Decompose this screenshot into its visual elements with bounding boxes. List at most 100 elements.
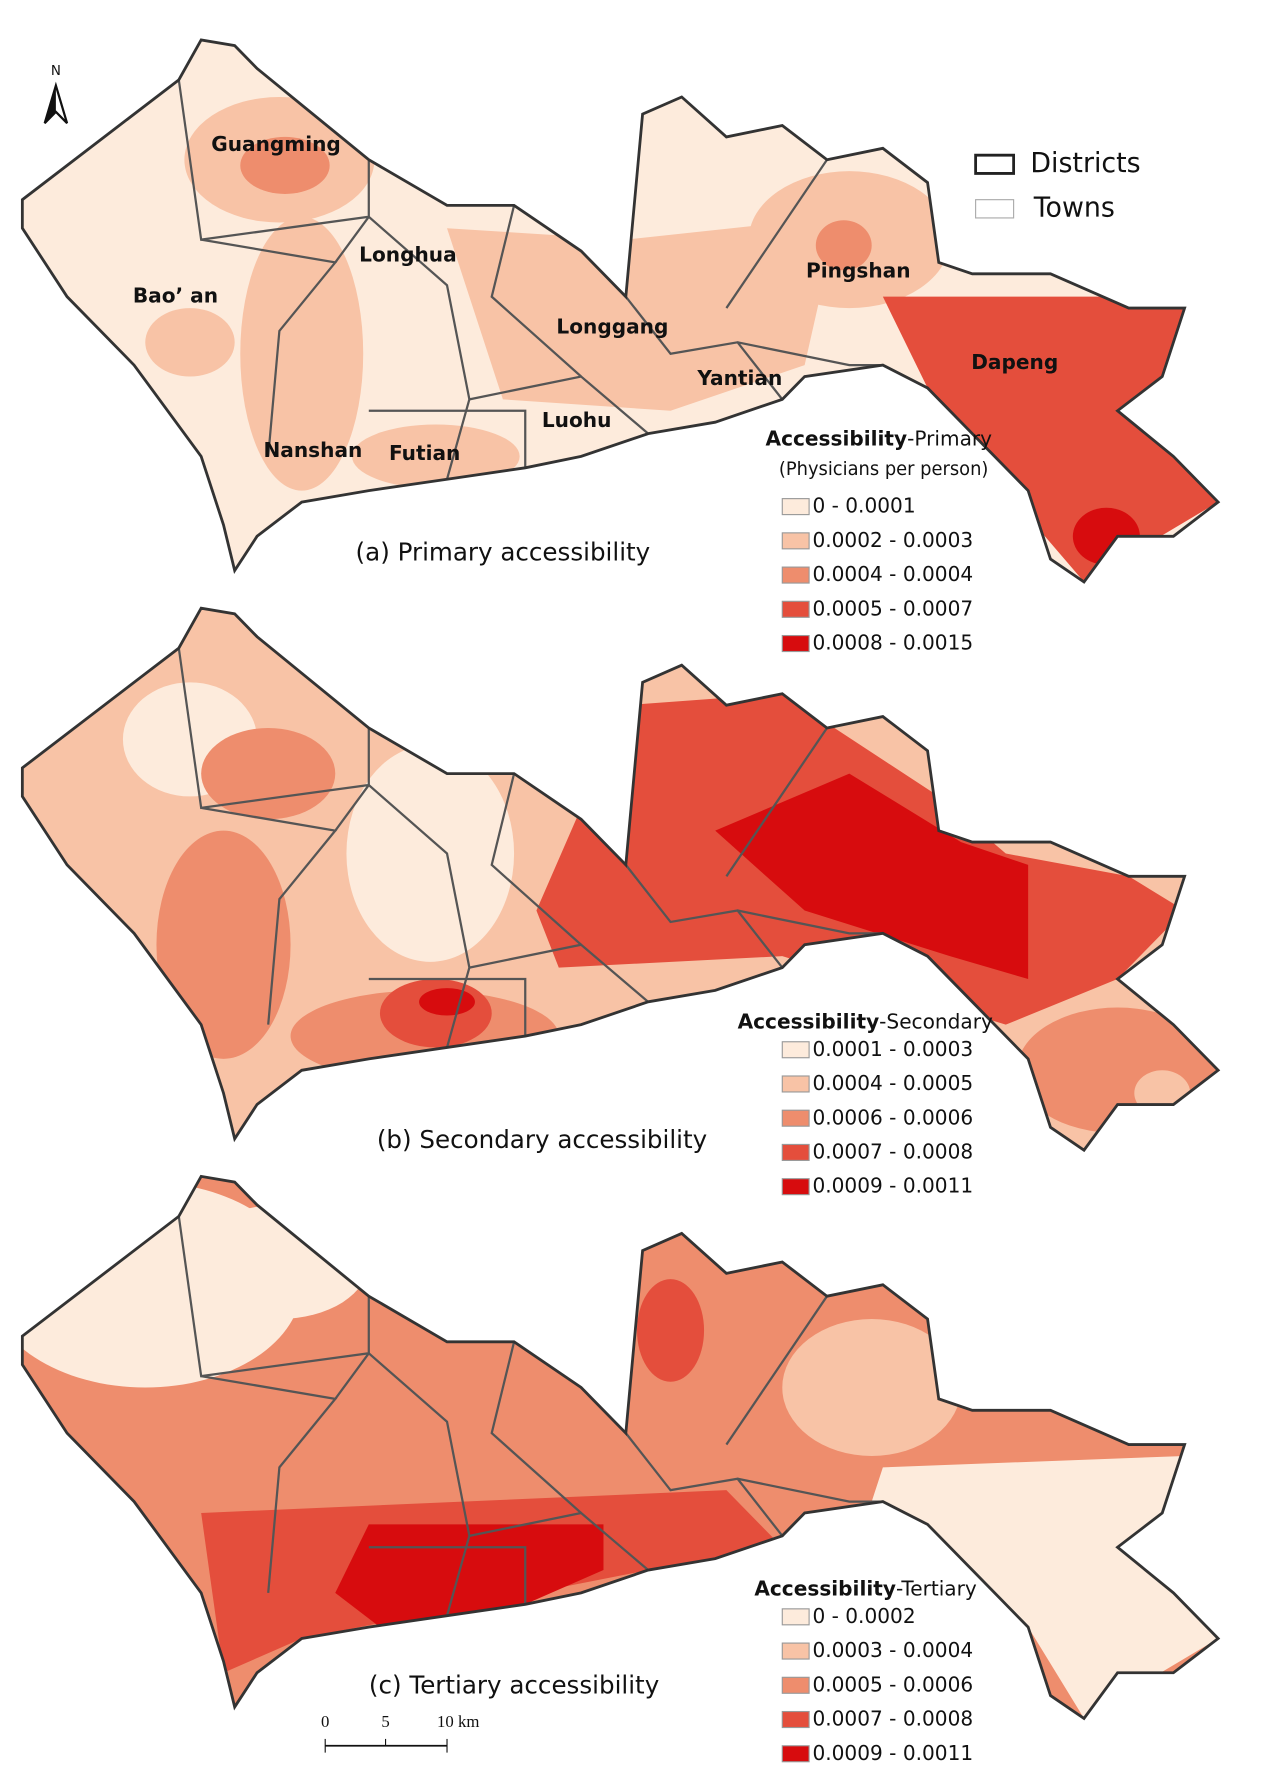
district-label: Longhua [359,242,457,266]
legend-swatch [781,634,810,653]
scale-bar [324,1738,448,1753]
legend-label: 0.0005 - 0.0007 [812,596,973,620]
legend-label: 0.0009 - 0.0011 [812,1174,973,1198]
districts-legend: Districts [1030,148,1140,179]
legend-title-suffix: -Tertiary [896,1576,977,1600]
districts-swatch [974,153,1016,175]
district-border [624,864,784,969]
legend-swatch [781,1109,810,1127]
district-border [368,1546,527,1605]
legend-label: 0.0003 - 0.0004 [812,1638,973,1662]
district-border [177,1216,370,1378]
district-label: Dapeng [971,350,1058,374]
district-label: Bao’ an [133,284,218,308]
map-outline [20,606,1221,1153]
legend-swatch [781,1608,810,1626]
district-label: Pingshan [806,258,910,282]
district-border [624,1432,784,1537]
north-label: N [51,63,61,79]
legend-label: 0.0004 - 0.0005 [812,1071,973,1095]
legend-title-main: Accessibility [754,1576,896,1600]
district-border [490,1341,582,1514]
panel-caption: (a) Primary accessibility [356,537,651,566]
district-border [334,215,471,480]
district-label: Yantian [696,366,782,390]
map-outline [20,1174,1221,1721]
legend-subtitle: (Physicians per person) [779,459,988,480]
region [715,773,1029,979]
scale-label: 5 [381,1712,389,1731]
district-border [200,1374,338,1593]
district-border [725,727,828,877]
legend-swatch [781,1075,810,1093]
legend-title: Accessibility-Secondary [738,1009,993,1033]
region [346,745,515,962]
legend-title: Accessibility-Tertiary [754,1576,976,1600]
legend-swatch [781,566,810,584]
legend-swatch [781,1143,810,1161]
legend-label: 0.0008 - 0.0015 [812,630,973,654]
scale-label: 0 [321,1712,329,1731]
region [871,1455,1219,1719]
region [335,1524,604,1628]
legend-label: 0.0009 - 0.0011 [812,1741,973,1765]
district-label: Nanshan [263,438,362,462]
legend-label: 0.0004 - 0.0004 [812,562,973,586]
district-border [725,159,828,309]
district-label: Luohu [542,408,612,432]
legend-label: 0 - 0.0002 [812,1604,915,1628]
legend-swatch [781,532,810,550]
towns-swatch [975,199,1015,219]
region [1134,1070,1191,1116]
legend-swatch [781,1710,810,1729]
district-border [177,647,370,810]
legend-swatch [781,1041,810,1059]
legend-title: Accessibility-Primary [766,426,993,450]
legend-label: 0.0007 - 0.0008 [812,1139,973,1163]
district-border [725,1295,828,1446]
district-label: Futian [389,441,460,465]
panel-caption: (b) Secondary accessibility [377,1125,707,1154]
legend-swatch [781,1745,810,1763]
region [240,136,330,194]
region [782,1319,962,1456]
map-panel [20,38,1221,584]
region [419,988,475,1016]
north-arrow: N [43,63,69,125]
legend-swatch [781,600,810,618]
district-border [737,341,883,367]
legend-label: 0.0006 - 0.0006 [812,1105,973,1129]
district-border [334,1351,471,1617]
district-border [624,295,784,401]
district-label: Longgang [556,314,668,338]
scale-label: 10 km [437,1712,479,1731]
district-border [177,79,370,241]
legend-label: 0.0005 - 0.0006 [812,1672,973,1696]
region [145,308,235,377]
towns-legend: Towns [1033,192,1115,223]
region [156,830,291,1059]
region [447,216,839,411]
legend-swatch [781,1178,810,1196]
district-border [200,806,338,1025]
district-border [737,1477,883,1503]
district-border [368,977,527,1037]
region [352,424,520,489]
legend-title-suffix: -Secondary [879,1009,993,1033]
legend-label: 0.0002 - 0.0003 [812,528,973,552]
district-border [334,783,471,1048]
map-fill [22,39,1219,582]
map-fill [22,1176,1219,1719]
legend-swatch [781,1676,810,1694]
legend-title-suffix: -Primary [907,426,992,450]
legend-label: 0.0001 - 0.0003 [812,1037,973,1061]
legend-label: 0 - 0.0001 [812,493,915,517]
legend-label: 0.0007 - 0.0008 [812,1706,973,1730]
district-border [368,409,527,468]
map-panel [20,606,1221,1153]
region [815,220,872,271]
map-panel [20,1174,1221,1721]
region [637,1279,705,1382]
legend-swatch [781,1642,810,1660]
